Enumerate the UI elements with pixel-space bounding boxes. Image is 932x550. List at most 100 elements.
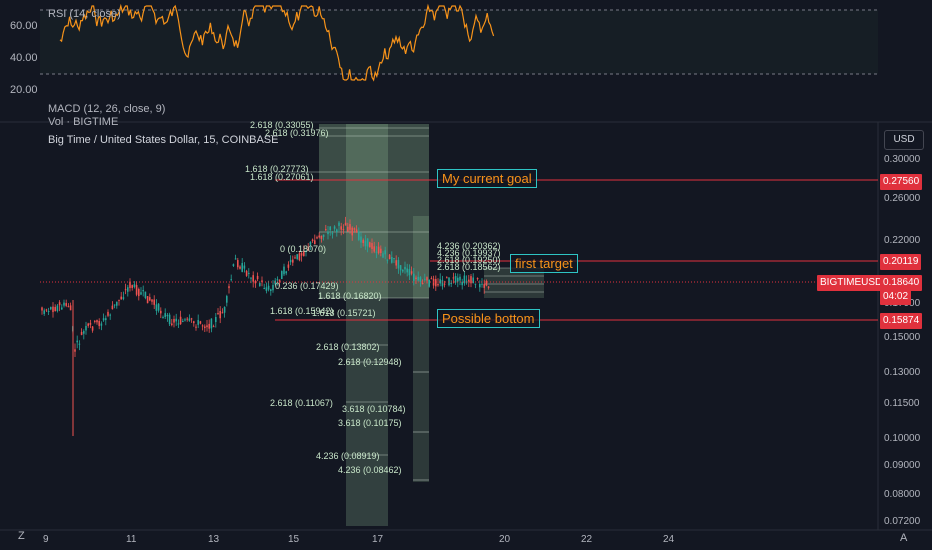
price-tick: 0.15000 [884,332,921,343]
candle-body [228,286,230,289]
price-tick: 0.22000 [884,235,921,246]
fib-zone-3[interactable] [413,216,429,482]
candle-body [50,307,52,310]
candle-body [307,248,309,250]
annotation-goal[interactable]: My current goal [437,169,537,188]
candle-body [54,306,56,312]
fib-zone-4[interactable] [484,268,544,298]
fib-label: 1.618 (0.27061) [250,172,314,182]
candle-body [129,281,131,288]
candle-body [487,286,490,288]
candle-body [263,288,265,290]
candle-body [325,229,327,231]
date-tick: 20 [499,534,511,545]
fib-label: 4.236 (0.20362) [437,241,501,251]
annotation-possible-bottom[interactable]: Possible bottom [437,309,540,328]
auto-scale-toggle[interactable]: A [900,532,908,544]
fib-label: 2.618 (0.11067) [270,398,333,408]
candle-body [168,314,171,325]
candle-body [380,248,382,254]
log-scale-toggle[interactable]: Z [18,530,25,542]
candle-body [338,222,340,226]
candle-body [485,280,488,286]
candle-body [417,276,419,281]
candle-body [208,323,210,329]
price-tick: 0.07200 [884,516,921,527]
time-axis[interactable]: 9 11 13 15 17 20 22 24 [43,534,675,545]
price-badge-first-target: 0.20119 [880,254,922,270]
candle-body [419,277,422,282]
rsi-band [40,10,878,74]
candle-body [384,250,386,255]
candle-body [305,250,307,252]
candle-body [190,318,193,320]
fib-label: 1.618 (0.15721) [312,308,376,318]
macd-label[interactable]: MACD (12, 26, close, 9) [48,103,166,115]
candle-body [151,299,153,302]
candle-body [476,278,479,280]
candle-body [239,266,241,269]
price-axis[interactable]: 0.300000.260000.220000.180000.170000.150… [884,154,921,527]
candle-body [78,343,81,345]
fib-label: 4.236 (0.19937) [437,248,501,258]
candle-body [296,254,298,259]
candle-body [69,305,72,311]
candle-body [281,271,283,280]
candle-body [56,305,59,311]
candle-body [201,325,204,327]
candle-body [105,318,107,321]
candle-body [459,276,461,281]
candle-body [373,246,375,252]
candle-body [232,264,235,266]
candle-body [65,303,67,306]
candle-body [254,280,257,284]
candle-body [481,283,483,285]
candle-body [160,310,162,314]
candle-body [267,285,270,290]
candle-body [362,239,364,243]
currency-button[interactable]: USD [884,130,924,150]
candle-body [47,310,50,312]
price-tick: 0.08000 [884,489,921,500]
candle-body [217,312,219,315]
fib-zone-2[interactable] [346,124,388,526]
price-tick: 0.09000 [884,460,921,471]
candle-body [219,310,221,319]
candle-body [83,331,85,334]
candle-body [256,275,259,280]
date-tick: 17 [372,534,384,545]
candle-body [212,326,215,328]
candle-body [177,323,180,325]
rsi-label[interactable]: RSI (14, close) [48,8,121,20]
fib-label: 1.618 (0.15942) [270,306,334,316]
candle-body [155,304,158,311]
fib-zone-1[interactable] [319,124,429,298]
candle-body [58,302,61,306]
candle-body [146,296,149,304]
candle-body [327,231,329,235]
candle-body [122,297,125,299]
candle-body [283,266,285,275]
candle-body [96,320,98,323]
candle-body [316,237,318,239]
date-tick: 11 [126,534,137,545]
date-tick: 24 [663,534,675,545]
candle-body [309,241,312,245]
volume-label[interactable]: Vol · BIGTIME [48,116,119,128]
candle-body [98,321,100,327]
candle-body [43,310,45,314]
annotation-first-target[interactable]: first target [510,254,578,273]
candle-body [424,278,426,280]
candle-body [243,265,246,269]
candle-body [349,224,351,230]
candle-body [223,307,226,313]
candle-body [142,290,144,292]
candle-body [336,229,338,233]
candle-body [329,226,331,231]
candle-body [261,280,263,282]
candlestick-series [41,216,490,436]
candle-body [441,280,444,287]
fib-label: 4.236 (0.08462) [338,465,402,475]
candle-body [61,307,63,310]
